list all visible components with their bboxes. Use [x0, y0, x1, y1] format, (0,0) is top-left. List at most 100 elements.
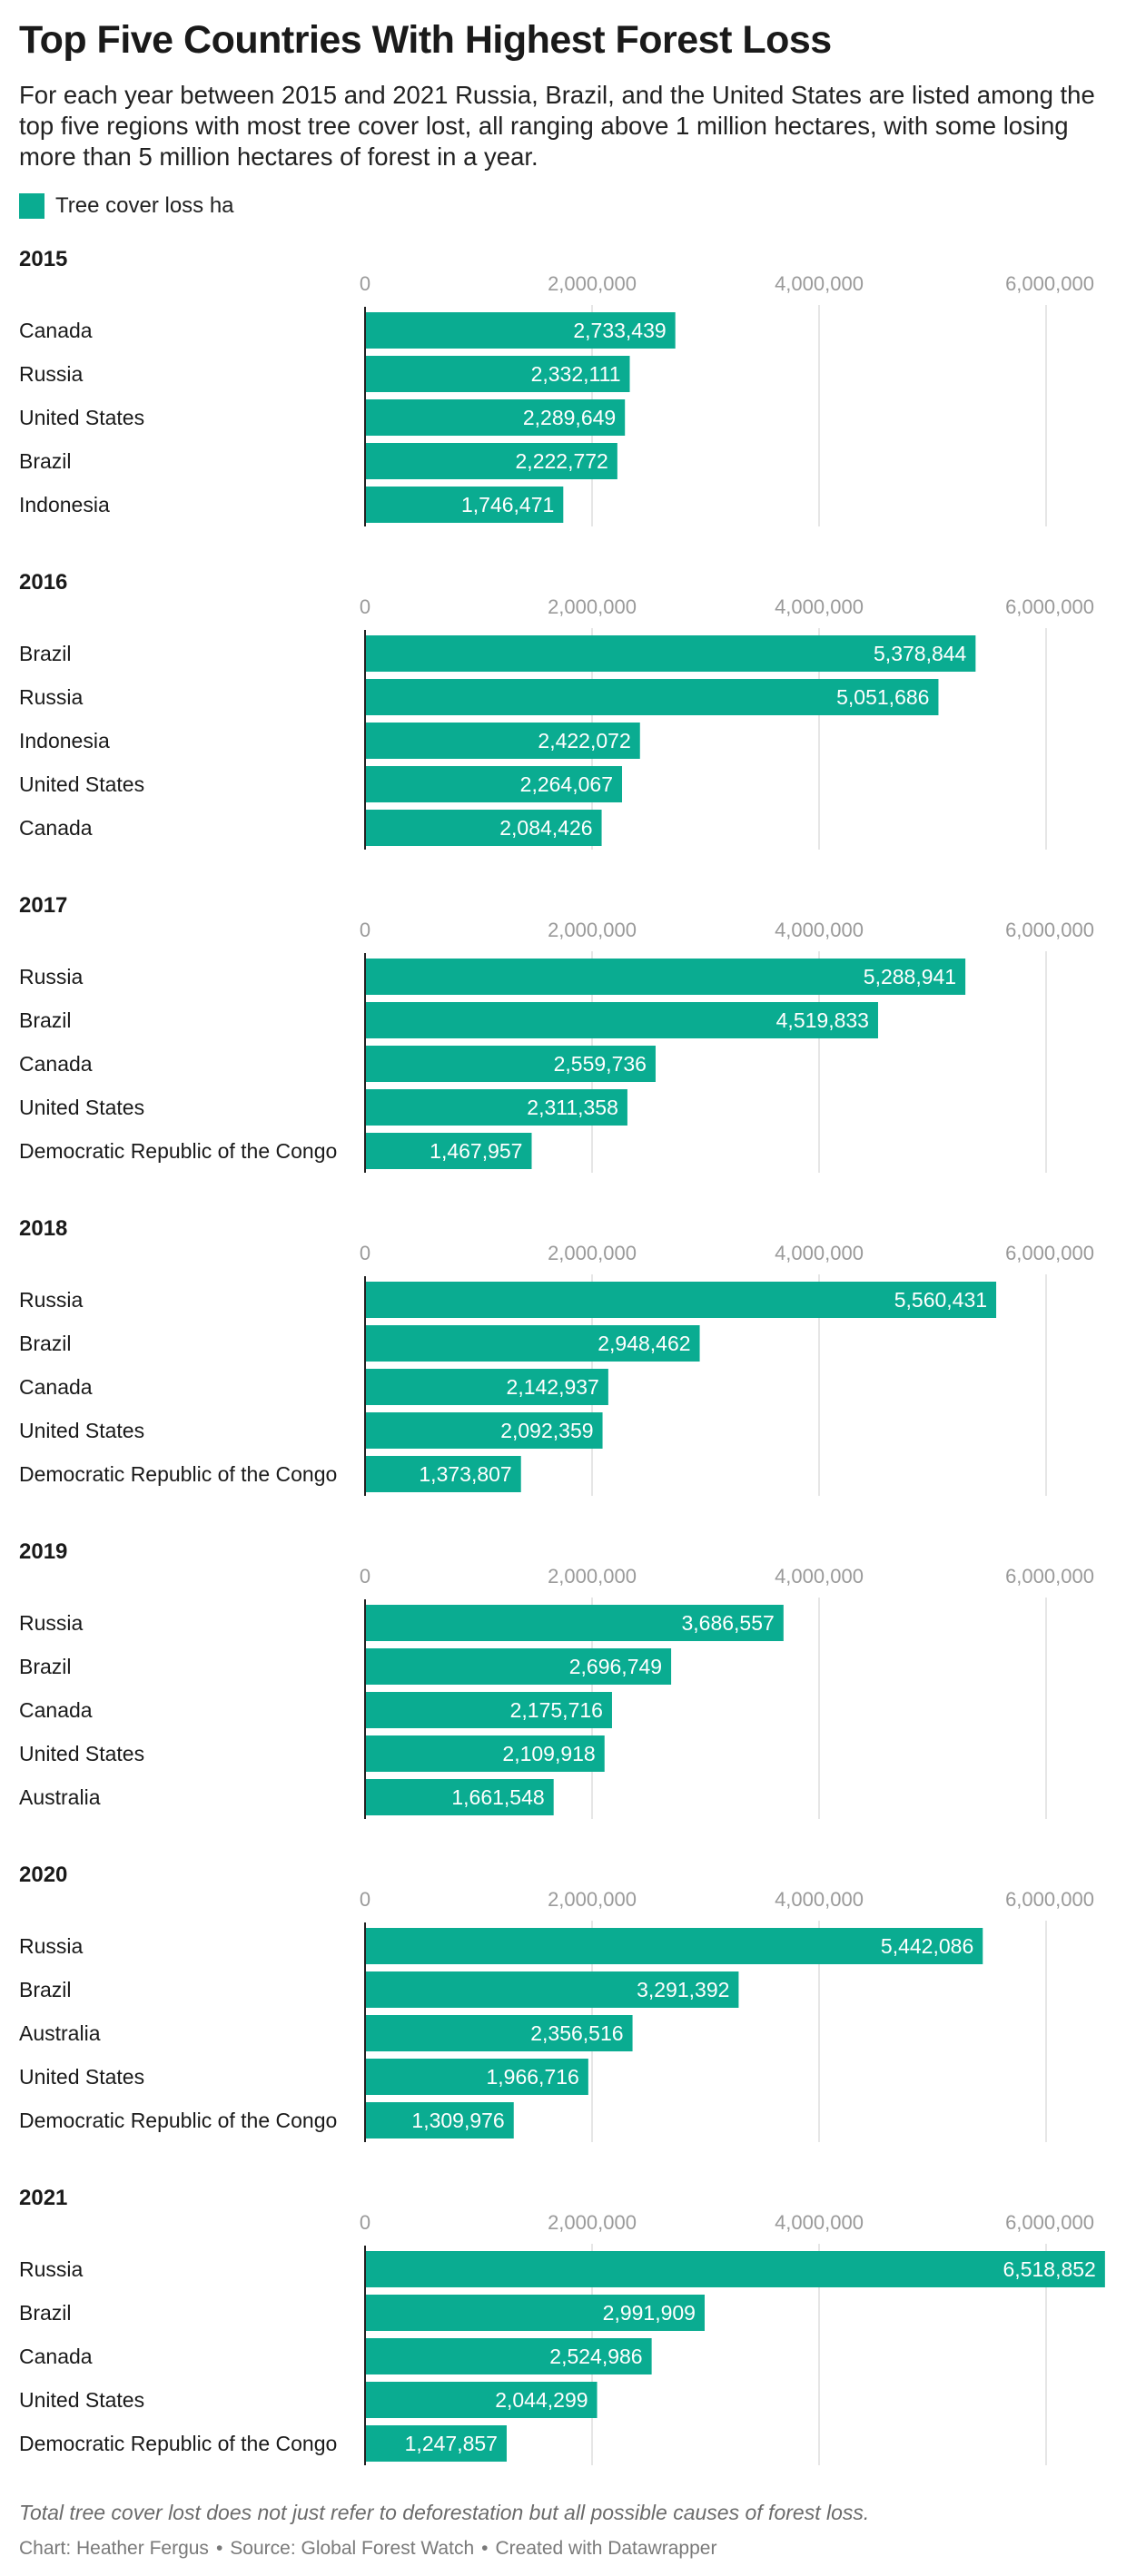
tick-label: 2,000,000 — [548, 1565, 637, 1588]
value-label: 2,142,937 — [507, 1375, 599, 1399]
credit-source: Source: Global Forest Watch — [230, 2538, 475, 2559]
category-label: Brazil — [19, 1332, 72, 1355]
bar — [365, 399, 626, 436]
category-label: Russia — [19, 965, 84, 988]
credits: Chart: Heather Fergus • Source: Global F… — [19, 2538, 716, 2560]
legend: Tree cover loss ha — [19, 193, 234, 219]
category-label: United States — [19, 2388, 144, 2412]
bar — [365, 1369, 608, 1405]
tick-label: 0 — [360, 595, 370, 618]
value-label: 2,109,918 — [502, 1742, 595, 1765]
tick-label: 6,000,000 — [1005, 919, 1094, 941]
value-label: 2,524,986 — [549, 2345, 642, 2368]
category-label: Brazil — [19, 642, 72, 665]
bar — [365, 810, 602, 846]
bar — [365, 487, 564, 523]
tick-label: 6,000,000 — [1005, 272, 1094, 295]
value-label: 1,966,716 — [487, 2065, 579, 2089]
tick-label: 2,000,000 — [548, 1242, 637, 1264]
value-label: 5,051,686 — [836, 685, 929, 709]
value-label: 5,378,844 — [874, 642, 967, 665]
category-label: United States — [19, 772, 144, 796]
bar — [365, 679, 939, 715]
value-label: 2,289,649 — [523, 406, 616, 429]
category-label: Canada — [19, 1698, 93, 1722]
category-label: Russia — [19, 1611, 84, 1635]
tick-label: 4,000,000 — [775, 1242, 864, 1264]
value-label: 5,288,941 — [864, 965, 956, 988]
credit-separator: • — [215, 2538, 223, 2559]
tick-label: 0 — [360, 1565, 370, 1588]
value-label: 5,560,431 — [894, 1288, 987, 1312]
bar — [365, 2251, 1105, 2287]
bar — [365, 2102, 514, 2138]
tick-label: 6,000,000 — [1005, 2211, 1094, 2234]
legend-label: Tree cover loss ha — [55, 193, 234, 218]
panel-title: 2018 — [19, 1216, 67, 1241]
value-label: 2,264,067 — [520, 772, 613, 796]
category-label: Russia — [19, 685, 84, 709]
category-label: Brazil — [19, 1978, 72, 2001]
bar — [365, 2015, 633, 2051]
bar — [365, 959, 966, 995]
category-label: Russia — [19, 1288, 84, 1312]
bar — [365, 1735, 605, 1772]
legend-swatch — [19, 193, 44, 219]
panel-title: 2016 — [19, 570, 67, 595]
bar — [365, 1002, 878, 1038]
tick-label: 6,000,000 — [1005, 1565, 1094, 1588]
category-label: Democratic Republic of the Congo — [19, 2432, 337, 2455]
tick-label: 0 — [360, 1888, 370, 1911]
category-label: United States — [19, 406, 144, 429]
footnote: Total tree cover lost does not just refe… — [19, 2501, 870, 2524]
tick-label: 0 — [360, 272, 370, 295]
value-label: 2,084,426 — [499, 816, 592, 840]
tick-label: 4,000,000 — [775, 2211, 864, 2234]
credit-chart: Chart: Heather Fergus — [19, 2538, 209, 2559]
tick-label: 2,000,000 — [548, 595, 637, 618]
category-label: United States — [19, 1742, 144, 1765]
category-label: Canada — [19, 319, 93, 342]
tick-label: 4,000,000 — [775, 272, 864, 295]
value-label: 2,991,909 — [603, 2301, 696, 2325]
value-label: 2,175,716 — [510, 1698, 603, 1722]
panel-title: 2020 — [19, 1863, 67, 1887]
category-label: Russia — [19, 1934, 84, 1958]
value-label: 2,092,359 — [500, 1419, 593, 1442]
value-label: 4,519,833 — [776, 1008, 869, 1032]
tick-label: 4,000,000 — [775, 595, 864, 618]
value-label: 1,746,471 — [461, 493, 554, 516]
category-label: Russia — [19, 362, 84, 386]
value-label: 2,559,736 — [554, 1052, 647, 1076]
value-label: 2,311,358 — [527, 1096, 618, 1119]
tick-label: 0 — [360, 2211, 370, 2234]
bar — [365, 1779, 554, 1815]
panel-title: 2017 — [19, 893, 67, 918]
category-label: Indonesia — [19, 493, 110, 516]
category-label: Democratic Republic of the Congo — [19, 1462, 337, 1486]
bar — [365, 1046, 656, 1082]
category-label: Canada — [19, 2345, 93, 2368]
bar — [365, 1133, 532, 1169]
tick-label: 4,000,000 — [775, 919, 864, 941]
tick-label: 0 — [360, 919, 370, 941]
value-label: 1,309,976 — [411, 2109, 504, 2132]
category-label: Indonesia — [19, 729, 110, 752]
bar — [365, 1648, 672, 1685]
value-label: 1,247,857 — [405, 2432, 498, 2455]
value-label: 5,442,086 — [881, 1934, 973, 1958]
bar — [365, 1325, 700, 1362]
category-label: United States — [19, 1419, 144, 1442]
bar — [365, 2295, 705, 2331]
category-label: Canada — [19, 1052, 93, 1076]
credit-separator: • — [481, 2538, 489, 2559]
category-label: Russia — [19, 2257, 84, 2281]
panel-title: 2015 — [19, 247, 67, 271]
category-label: Canada — [19, 816, 93, 840]
bar — [365, 1692, 612, 1728]
bar — [365, 2382, 598, 2418]
bar — [365, 723, 640, 759]
category-label: Brazil — [19, 449, 72, 473]
tick-label: 4,000,000 — [775, 1888, 864, 1911]
